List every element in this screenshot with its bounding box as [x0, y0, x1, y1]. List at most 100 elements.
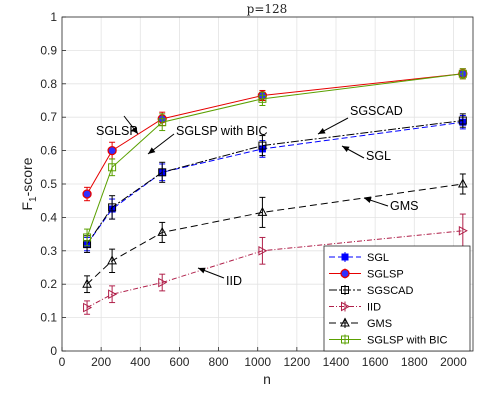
x-tick-label: 1000	[244, 355, 271, 369]
x-tick-label: 1600	[362, 355, 389, 369]
legend-label: SGLSP with BIC	[367, 335, 448, 347]
legend-label: SGL	[367, 252, 389, 264]
data-point	[457, 178, 468, 188]
data-point	[158, 118, 167, 127]
annotation-iid: IID	[197, 267, 242, 288]
x-tick-label: 1200	[284, 355, 311, 369]
annotation-gms: GMS	[363, 197, 418, 213]
x-tick-label: 1800	[401, 355, 428, 369]
series-sgl	[83, 115, 467, 252]
data-point	[458, 69, 467, 78]
data-point	[158, 168, 167, 177]
series-gms	[82, 173, 468, 294]
legend-item-sgscad: SGSCAD	[329, 285, 414, 297]
annotation-label: IID	[226, 274, 242, 288]
annotation-arrow-head	[342, 146, 350, 152]
data-point	[83, 302, 93, 313]
legend-marker	[340, 317, 350, 327]
legend-item-sglsp: SGLSP	[329, 268, 404, 281]
x-axis-label: n	[263, 371, 271, 387]
data-point	[258, 94, 267, 103]
annotation-label: SGL	[366, 149, 391, 163]
x-tick-label: 1400	[323, 355, 350, 369]
x-tick-label: 0	[59, 355, 66, 369]
series-group	[82, 68, 468, 315]
y-axis-label-rest: -score	[19, 157, 35, 196]
y-tick-label: 0.4	[40, 210, 57, 224]
y-tick-label: 0.7	[40, 110, 57, 124]
annotation-sgl: SGL	[341, 145, 391, 163]
legend-item-gms: GMS	[329, 317, 392, 330]
data-point	[158, 277, 168, 288]
data-point	[108, 289, 118, 300]
legend-marker	[341, 335, 349, 344]
annotation-sgscad: SGSCAD	[317, 104, 403, 135]
y-axis-label: F1-score	[19, 157, 39, 210]
annotation-arrow-head	[148, 147, 156, 154]
legend-box	[323, 245, 471, 352]
x-tick-label: 400	[130, 355, 150, 369]
annotation-label: GMS	[390, 199, 418, 213]
data-point	[108, 203, 117, 212]
x-axis-ticks: 0 200 400 600 800 1000 1200 1400 1600 1800 2000	[59, 347, 467, 369]
data-point	[458, 225, 468, 236]
legend-label: SGSCAD	[367, 285, 414, 297]
y-tick-label: 0.5	[40, 177, 57, 191]
data-point	[108, 163, 117, 172]
data-point	[258, 141, 267, 150]
legend-marker	[340, 268, 350, 279]
y-tick-label: 0	[50, 344, 57, 358]
annotation-sglsp-with-bic: SGLSP with BIC	[147, 124, 267, 155]
data-point	[157, 226, 168, 236]
series-sgscad	[83, 113, 467, 253]
chart-title: p=128	[247, 2, 288, 16]
legend-marker	[341, 301, 351, 312]
legend: SGL SGLSP SGSCAD IID GMS SGLSP with BIC	[323, 245, 471, 352]
x-tick-label: 800	[209, 355, 229, 369]
series-line-sgl	[86, 121, 463, 245]
data-point	[83, 233, 92, 242]
annotation-sglsp: SGLSP	[96, 115, 139, 138]
x-tick-label: 2000	[440, 355, 467, 369]
data-point	[107, 145, 117, 156]
legend-label: SGLSP	[367, 269, 404, 281]
y-tick-label: 0.3	[40, 244, 57, 258]
x-tick-label: 600	[169, 355, 189, 369]
series-iid	[83, 213, 468, 315]
annotations: SGLSP SGLSP with BIC SGSCAD SGL GMS IID	[96, 104, 418, 288]
series-line-sglsp	[86, 73, 463, 195]
x-tick-label: 200	[91, 355, 111, 369]
legend-marker	[341, 253, 349, 261]
y-tick-label: 0.6	[40, 144, 57, 158]
data-point	[258, 245, 268, 256]
y-tick-label: 0.9	[40, 43, 57, 57]
data-point	[458, 116, 467, 125]
y-tick-label: 0.1	[40, 311, 57, 325]
annotation-arrow-head	[131, 126, 138, 134]
annotation-label: SGSCAD	[350, 104, 403, 118]
annotation-arrow-head	[198, 267, 206, 274]
series-sglsp-with-bic	[83, 68, 467, 247]
legend-label: GMS	[367, 318, 392, 330]
y-tick-label: 1	[50, 10, 57, 24]
annotation-arrow-head	[318, 128, 326, 134]
data-point	[82, 189, 92, 199]
legend-item-iid: IID	[329, 301, 381, 314]
annotation-label: SGLSP with BIC	[176, 124, 267, 138]
legend-item-sgl: SGL	[329, 252, 389, 264]
y-axis-label-subscript: 1	[28, 196, 39, 202]
annotation-label: SGLSP	[96, 124, 138, 138]
y-tick-label: 0.8	[40, 77, 57, 91]
data-point	[257, 206, 268, 216]
legend-label: IID	[367, 302, 381, 314]
y-axis-label-main: F	[19, 202, 35, 211]
series-line-iid	[86, 230, 463, 309]
annotation-arrow-head	[364, 197, 372, 204]
y-axis-ticks: 0 0.1 0.2 0.3 0.4 0.5 0.6 0.7 0.8 0.9 1	[40, 10, 66, 358]
data-point	[107, 255, 117, 265]
y-tick-label: 0.2	[40, 277, 57, 291]
legend-item-sglsp-with-bic: SGLSP with BIC	[329, 334, 448, 347]
legend-marker	[341, 286, 349, 294]
data-point	[82, 278, 92, 288]
